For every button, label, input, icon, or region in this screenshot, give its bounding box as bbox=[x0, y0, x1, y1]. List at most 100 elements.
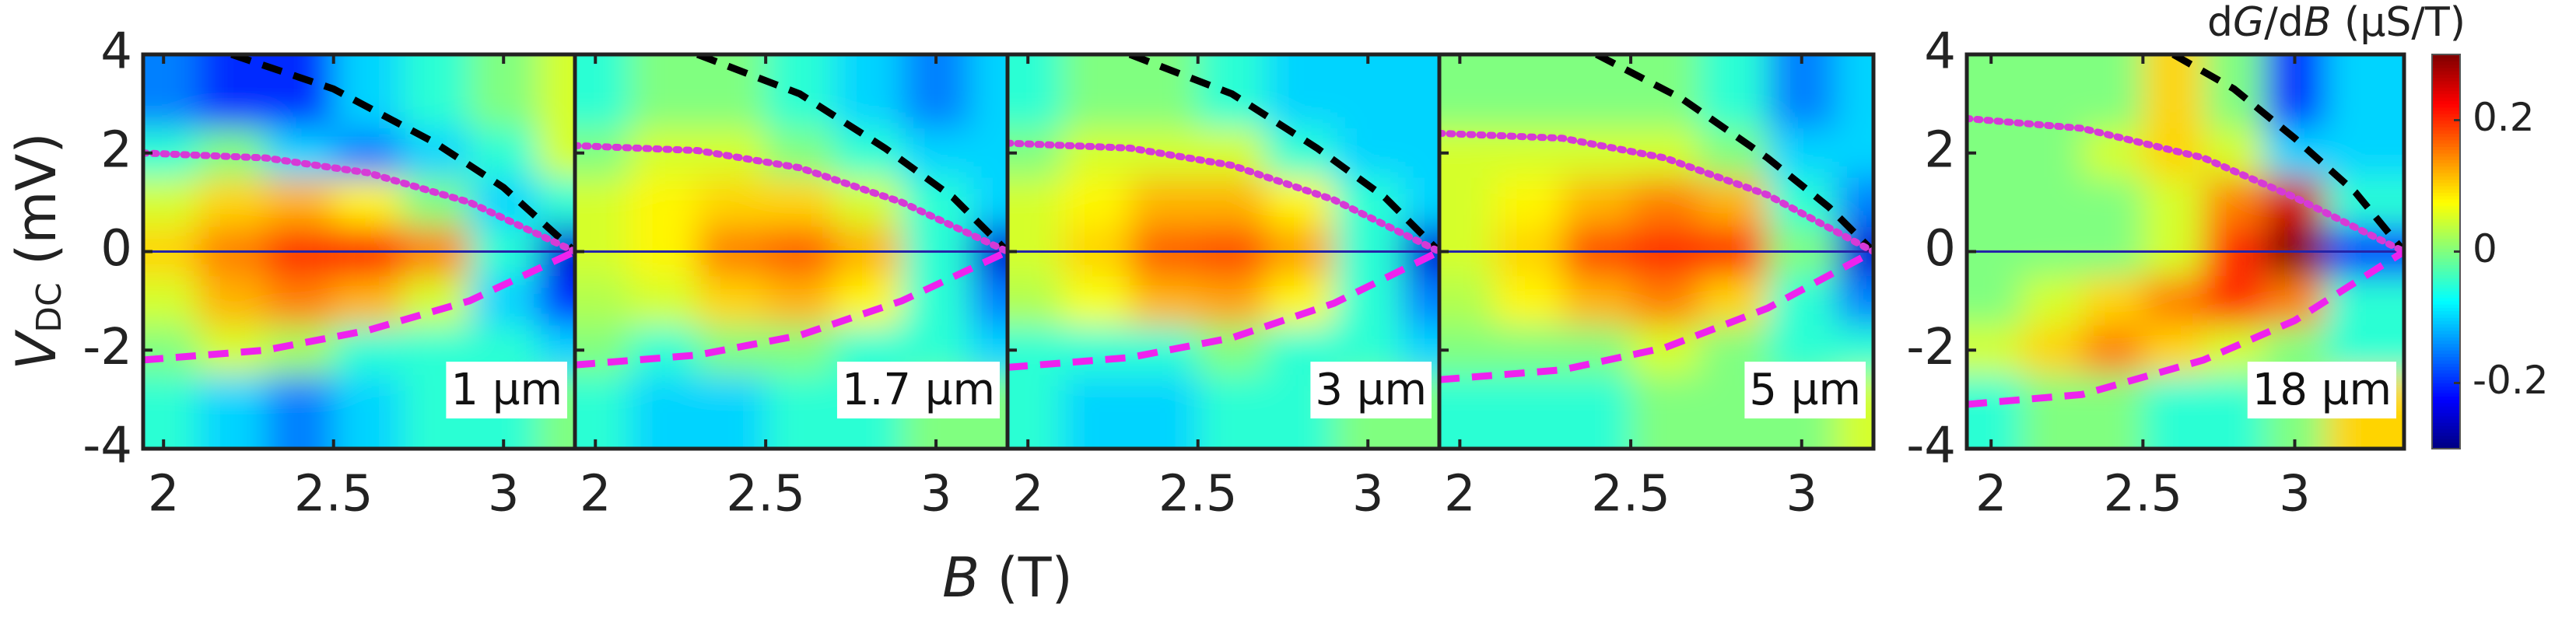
colorbar-swatch bbox=[2432, 80, 2460, 85]
heatmap-cells bbox=[143, 54, 575, 449]
colorbar-swatch bbox=[2432, 77, 2460, 82]
colorbar-swatch bbox=[2432, 123, 2460, 128]
colorbar-swatch bbox=[2432, 120, 2460, 124]
heat-cell bbox=[1562, 374, 1631, 449]
colorbar-swatch bbox=[2432, 442, 2460, 446]
heat-cell bbox=[1967, 276, 2022, 327]
heat-cell bbox=[1061, 374, 1130, 449]
heat-cell bbox=[2021, 54, 2083, 129]
heat-cell bbox=[833, 54, 902, 129]
heat-cell bbox=[1130, 325, 1199, 376]
colorbar-swatch bbox=[2432, 96, 2460, 101]
curve bbox=[1967, 114, 2404, 255]
colorbar-swatch bbox=[2432, 205, 2460, 210]
colorbar-swatch bbox=[2432, 356, 2460, 361]
colorbar-swatch bbox=[2432, 445, 2460, 449]
heat-cell bbox=[1698, 177, 1768, 228]
heat-cell bbox=[1401, 128, 1439, 178]
heat-cell bbox=[1197, 128, 1267, 178]
heat-cell bbox=[1266, 54, 1335, 129]
heat-cell bbox=[1008, 177, 1063, 228]
x-tick-label: 2.5 bbox=[1158, 466, 1238, 523]
curve bbox=[1008, 139, 1439, 255]
colorbar-swatch bbox=[2432, 372, 2460, 377]
heat-cell bbox=[1767, 276, 1837, 327]
colorbar-swatch bbox=[2432, 90, 2460, 95]
colorbar-swatch bbox=[2432, 347, 2460, 351]
heat-cell bbox=[629, 54, 699, 129]
heat-cell bbox=[2264, 54, 2326, 129]
colorbar-swatch bbox=[2432, 189, 2460, 194]
panel-label: 1 µm bbox=[450, 365, 563, 415]
heat-cell bbox=[1835, 276, 1873, 327]
heat-cell bbox=[2325, 54, 2404, 129]
heat-cell bbox=[537, 54, 575, 129]
heat-cell bbox=[401, 128, 471, 178]
colorbar-swatch bbox=[2432, 307, 2460, 312]
heat-cell bbox=[1061, 177, 1130, 228]
colorbar-swatch bbox=[2432, 71, 2460, 75]
heat-cell bbox=[629, 325, 699, 376]
heat-cell bbox=[1835, 54, 1873, 129]
heat-cell bbox=[1967, 54, 2022, 129]
heat-cell bbox=[1439, 374, 1495, 449]
heat-cell bbox=[2082, 54, 2143, 129]
x-tick-label: 3 bbox=[920, 466, 952, 523]
colorbar-swatch bbox=[2432, 422, 2460, 427]
heat-cell bbox=[629, 177, 699, 228]
panel-label: 1.7 µm bbox=[842, 365, 995, 415]
x-tick-label: 2 bbox=[148, 466, 180, 523]
heat-cell bbox=[1698, 128, 1768, 178]
colorbar-label-part: d bbox=[2207, 0, 2233, 46]
y-label-unit: (mV) bbox=[5, 132, 68, 282]
curve bbox=[1439, 129, 1873, 255]
colorbar-swatch bbox=[2432, 376, 2460, 380]
colorbar-swatch bbox=[2432, 232, 2460, 236]
heat-cell bbox=[575, 276, 630, 327]
heat-cell bbox=[143, 177, 198, 228]
colorbar-swatch bbox=[2432, 386, 2460, 390]
colorbar-swatch bbox=[2432, 103, 2460, 108]
heat-cell bbox=[333, 374, 402, 449]
heat-cell bbox=[1130, 374, 1199, 449]
heat-cell bbox=[1835, 128, 1873, 178]
colorbar-swatch bbox=[2432, 340, 2460, 344]
curve bbox=[1595, 54, 1873, 254]
heat-cell bbox=[2021, 276, 2083, 327]
colorbar-swatch bbox=[2432, 284, 2460, 289]
colorbar-swatch bbox=[2432, 130, 2460, 134]
curve bbox=[696, 54, 1008, 254]
heat-cell bbox=[2203, 177, 2265, 228]
panel-label-box bbox=[446, 362, 567, 419]
colorbar-swatch bbox=[2432, 163, 2460, 167]
colorbar-swatch bbox=[2432, 54, 2460, 58]
heat-cell bbox=[1439, 177, 1495, 228]
heatmap bbox=[575, 54, 1008, 449]
heatmap-cells bbox=[1967, 54, 2404, 449]
colorbar-swatch bbox=[2432, 173, 2460, 177]
colorbar-swatch bbox=[2432, 235, 2460, 240]
x-tick-label: 3 bbox=[2279, 466, 2311, 523]
heat-cell bbox=[2082, 325, 2143, 376]
heat-cell bbox=[197, 276, 266, 327]
heat-cell bbox=[766, 177, 835, 228]
colorbar-swatch bbox=[2432, 245, 2460, 249]
heatmap-cells bbox=[575, 54, 1008, 449]
y-label-symbol: V bbox=[5, 330, 68, 370]
heat-cell bbox=[833, 128, 902, 178]
colorbar-label: dG/dB (µS/T) bbox=[2207, 0, 2466, 46]
heat-cell bbox=[1401, 276, 1439, 327]
heat-cell bbox=[766, 325, 835, 376]
x-tick-label: 2.5 bbox=[1591, 466, 1670, 523]
heat-cell bbox=[629, 276, 699, 327]
heat-cell bbox=[1197, 276, 1267, 327]
x-tick-label: 3 bbox=[1352, 466, 1384, 523]
colorbar-swatch bbox=[2432, 432, 2460, 436]
heat-cell bbox=[333, 177, 402, 228]
colorbar-swatch bbox=[2432, 133, 2460, 138]
heat-cell bbox=[766, 374, 835, 449]
colorbar-tick-label: -0.2 bbox=[2473, 358, 2549, 403]
heat-cell bbox=[1562, 276, 1631, 327]
colorbar-swatch bbox=[2432, 412, 2460, 417]
x-label-symbol: B bbox=[942, 546, 980, 610]
